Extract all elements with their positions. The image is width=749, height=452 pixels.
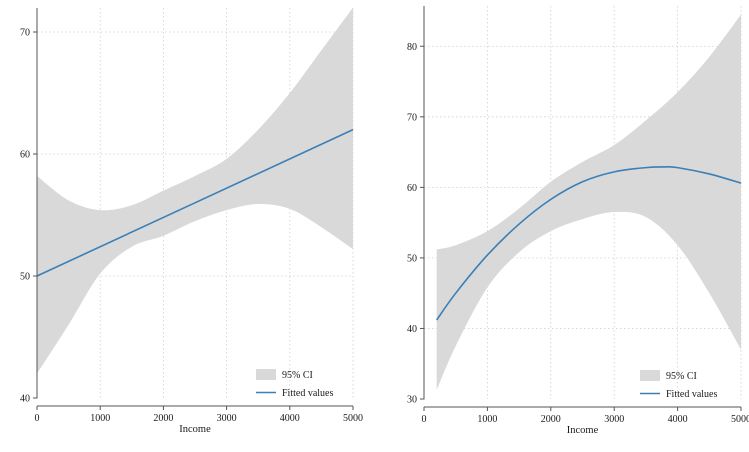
x-tick-label: 4000 xyxy=(668,414,688,425)
chart-right: 0 1000 2000 3000 4000 5000 30 40 50 60 70 80 Income 9… xyxy=(375,0,749,447)
y-tick-label: 70 xyxy=(407,112,417,123)
legend-label-ci: 95% CI xyxy=(666,371,697,382)
x-tick-label: 4000 xyxy=(280,413,300,424)
x-tick-label: 5000 xyxy=(731,414,749,425)
x-tick-label: 2000 xyxy=(153,413,173,424)
y-tick-label: 40 xyxy=(20,394,30,405)
legend: 95% CI Fitted values xyxy=(640,370,717,400)
y-tick-label: 60 xyxy=(20,150,30,161)
x-tick-label: 0 xyxy=(35,413,40,424)
x-tick-label: 3000 xyxy=(604,414,624,425)
x-axis-title: Income xyxy=(179,424,211,435)
y-tick-label: 70 xyxy=(20,28,30,39)
x-axis-title: Income xyxy=(567,425,599,436)
fitted-line xyxy=(36,128,354,277)
y-tick-label: 50 xyxy=(407,253,417,264)
x-tick-label: 2000 xyxy=(541,414,561,425)
legend-label-ci: 95% CI xyxy=(282,370,313,381)
y-tick-label: 60 xyxy=(407,183,417,194)
legend-swatch-ci xyxy=(256,369,276,380)
y-tick-label: 50 xyxy=(20,272,30,283)
x-tick-label: 1000 xyxy=(477,414,497,425)
x-tick-label: 0 xyxy=(422,414,427,425)
legend-label-fit: Fitted values xyxy=(666,389,717,400)
fitted-line xyxy=(436,166,742,321)
y-tick-label: 80 xyxy=(407,42,417,53)
legend-label-fit: Fitted values xyxy=(282,388,333,399)
y-tick-label: 40 xyxy=(407,324,417,335)
ci-band xyxy=(37,7,353,374)
axes: 0 1000 2000 3000 4000 5000 30 40 50 60 70 80 Income xyxy=(407,6,749,436)
axes: 0 1000 2000 3000 4000 5000 40 50 60 70 Income xyxy=(20,8,363,435)
legend-swatch-ci xyxy=(640,370,660,381)
legend: 95% CI Fitted values xyxy=(256,369,333,399)
chart-left-svg: 0 1000 2000 3000 4000 5000 40 50 60 70 Income 95% C… xyxy=(20,7,363,435)
ci-band xyxy=(436,14,741,390)
chart-left: 0 1000 2000 3000 4000 5000 40 50 60 70 Income 95% C… xyxy=(0,0,370,447)
x-tick-label: 3000 xyxy=(217,413,237,424)
x-tick-label: 1000 xyxy=(90,413,110,424)
chart-right-svg: 0 1000 2000 3000 4000 5000 30 40 50 60 70 80 Income 9… xyxy=(407,6,749,436)
x-tick-label: 5000 xyxy=(343,413,363,424)
y-tick-label: 30 xyxy=(407,395,417,406)
